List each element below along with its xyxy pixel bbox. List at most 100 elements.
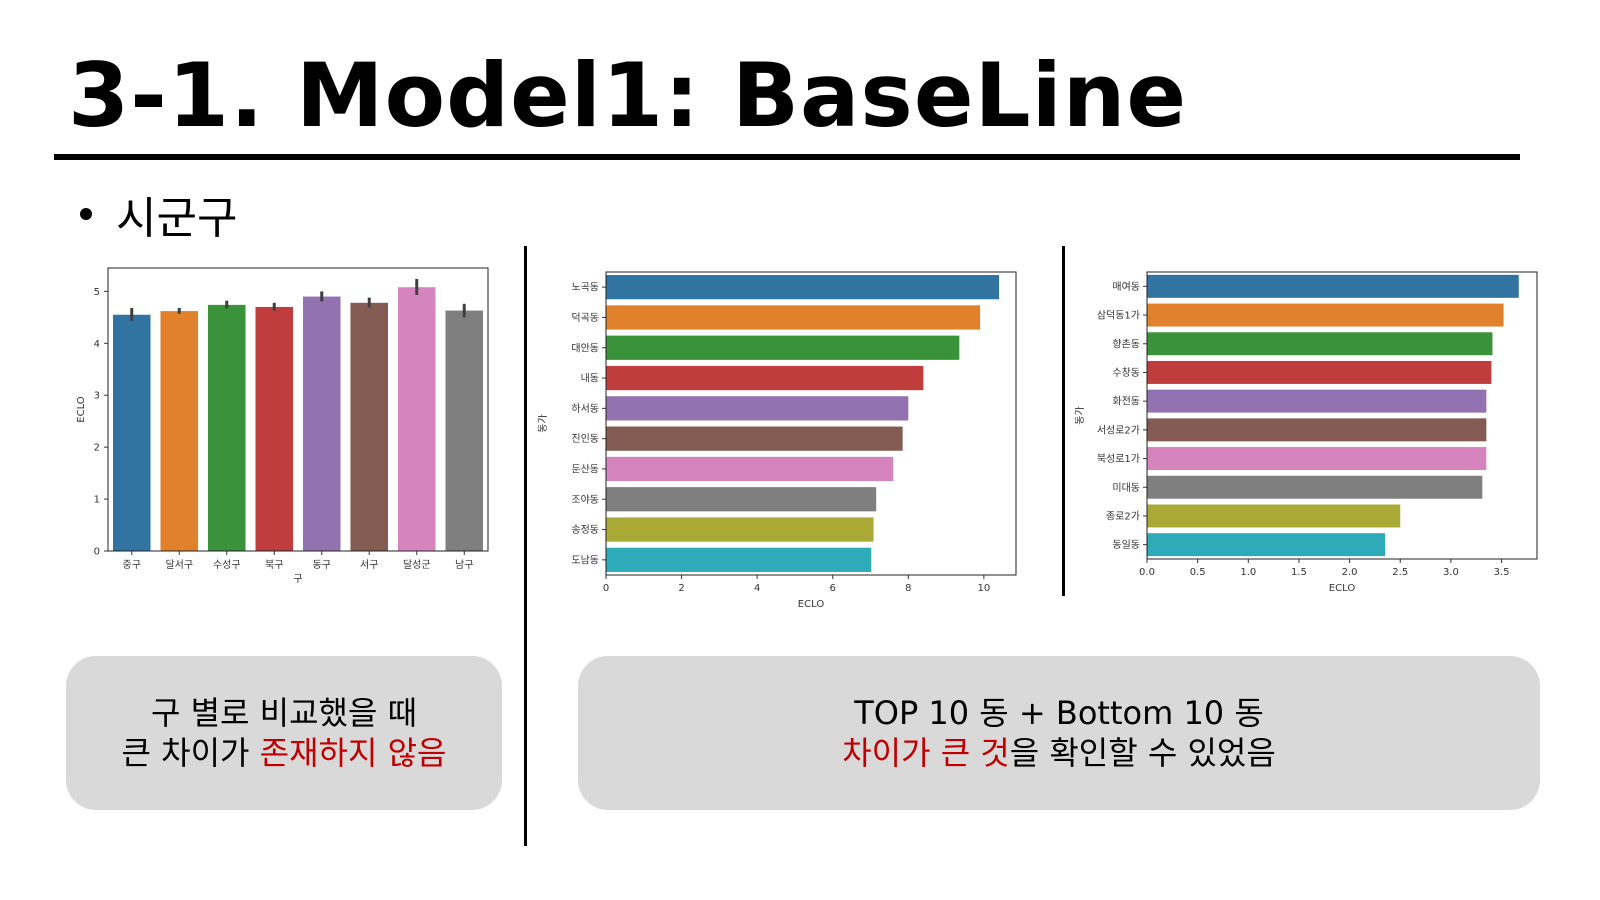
- y-tick-label-송정동: 송정동: [571, 524, 599, 536]
- bar-삼덕동1가: [1147, 303, 1504, 327]
- y-tick-label-덕곡동: 덕곡동: [571, 312, 599, 324]
- y-tick-label-향촌동: 향촌동: [1112, 338, 1140, 350]
- y-tick-label: 1: [94, 495, 100, 506]
- bar-수창동: [1147, 360, 1492, 384]
- x-tick-label-달서구: 달서구: [165, 559, 193, 571]
- x-tick-label: 2.0: [1342, 567, 1358, 578]
- y-tick-label-도남동: 도남동: [571, 554, 599, 566]
- bar-매여동: [1147, 274, 1519, 298]
- bar-서구: [350, 302, 389, 551]
- bar-진인동: [606, 426, 903, 451]
- y-tick-label-서성로2가: 서성로2가: [1097, 424, 1140, 436]
- y-tick-label: 4: [94, 339, 100, 350]
- bullet-item: 시군구: [80, 182, 237, 246]
- y-tick-label-종로2가: 종로2가: [1106, 510, 1140, 522]
- y-axis-label: ECLO: [76, 396, 87, 423]
- column-divider-1: [524, 246, 527, 846]
- bar-둔산동: [606, 456, 894, 482]
- x-tick-label-서구: 서구: [360, 559, 378, 571]
- bottom10-dong-chart: 매여동 삼덕동1가 향촌동 수창동 화전동 서성로2가 북성로1가 미대동 종로2가 동일동 0.0…: [1075, 260, 1555, 600]
- right-summary-box: TOP 10 동 + Bottom 10 동 차이가 큰 것을 확인할 수 있었…: [578, 656, 1540, 810]
- y-axis-label: 동가: [538, 414, 549, 432]
- x-tick-label-수성구: 수성구: [213, 559, 241, 571]
- bar-중구: [112, 314, 151, 551]
- bar-달성군: [397, 287, 436, 551]
- bar-달서구: [160, 311, 199, 551]
- right-summary-highlight: 차이가 큰 것: [842, 734, 1010, 772]
- x-tick-label-북구: 북구: [265, 559, 283, 571]
- y-tick-label-수창동: 수창동: [1112, 367, 1140, 379]
- y-tick-label: 5: [94, 287, 100, 298]
- right-summary-line2: 차이가 큰 것을 확인할 수 있었음: [842, 733, 1276, 773]
- bar-화전동: [1147, 389, 1487, 413]
- x-tick-label-동구: 동구: [313, 559, 331, 571]
- left-summary-plain: 큰 차이가: [121, 734, 260, 772]
- y-tick-label-내동: 내동: [581, 373, 599, 385]
- x-axis-label: ECLO: [1329, 583, 1356, 594]
- top10-dong-chart: 노곡동 덕곡동 대안동 내동 하서동 진인동 둔산동 조야동 송정동 도남동 0 2 4 6 8 10 ECLO…: [538, 260, 1038, 620]
- y-tick-label-북성로1가: 북성로1가: [1097, 453, 1140, 465]
- bar-수성구: [207, 304, 246, 551]
- x-axis-label: ECLO: [798, 599, 825, 610]
- right-summary-line1: TOP 10 동 + Bottom 10 동: [854, 694, 1264, 732]
- x-tick-label: 0.0: [1139, 567, 1155, 578]
- x-tick-label: 3.0: [1443, 567, 1459, 578]
- x-tick-label: 6: [830, 583, 836, 594]
- right-summary-plain: 을 확인할 수 있었음: [1009, 734, 1276, 772]
- plot-frame: [605, 271, 1017, 576]
- x-axis-label: 구: [293, 574, 302, 585]
- bar-남구: [445, 310, 484, 551]
- y-tick-label-하서동: 하서동: [571, 402, 599, 415]
- y-tick-label: 0: [94, 547, 100, 558]
- district-bar-chart: 중구 달서구 수성구 북구 동구 서구 달성군 남구 0 1 2 3 4 5 구 ECLO: [60, 260, 510, 605]
- district-bar-chart-svg: 중구 달서구 수성구 북구 동구 서구 달성군 남구 0 1 2 3 4 5 구 ECLO: [76, 267, 489, 585]
- x-tick-label: 4: [754, 583, 760, 594]
- plot-frame: [1146, 271, 1538, 560]
- bar-하서동: [606, 396, 909, 421]
- x-tick-label-달성군: 달성군: [403, 559, 431, 571]
- x-tick-label: 10: [978, 583, 991, 594]
- y-tick-label-진인동: 진인동: [571, 433, 599, 445]
- bullet-text: 시군구: [116, 193, 238, 244]
- y-tick-label-동일동: 동일동: [1112, 539, 1140, 551]
- x-tick-label: 8: [905, 583, 911, 594]
- y-tick-label-삼덕동1가: 삼덕동1가: [1097, 310, 1140, 322]
- x-tick-label-중구: 중구: [123, 559, 141, 571]
- left-summary-line2: 큰 차이가 존재하지 않음: [122, 733, 447, 773]
- x-tick-label: 3.5: [1494, 567, 1510, 578]
- bar-북구: [255, 306, 294, 551]
- bar-동일동: [1147, 533, 1386, 557]
- plot-frame: [107, 267, 489, 552]
- y-tick-label-조야동: 조야동: [571, 494, 599, 506]
- bar-북성로1가: [1147, 447, 1487, 471]
- x-tick-label: 0.5: [1190, 567, 1206, 578]
- bar-서성로2가: [1147, 418, 1487, 442]
- x-tick-label-남구: 남구: [455, 559, 473, 571]
- left-summary-box: 구 별로 비교했을 때 큰 차이가 존재하지 않음: [66, 656, 502, 810]
- y-axis-label: 동가: [1075, 406, 1086, 424]
- bar-종로2가: [1147, 504, 1401, 528]
- left-summary-highlight: 존재하지 않음: [259, 734, 447, 772]
- left-summary-line1: 구 별로 비교했을 때: [150, 694, 418, 732]
- x-tick-label: 0: [603, 583, 609, 594]
- y-tick-label: 2: [94, 443, 100, 454]
- bar-미대동: [1147, 475, 1483, 499]
- title-divider: [54, 154, 1520, 160]
- x-tick-label: 1.0: [1240, 567, 1256, 578]
- bar-내동: [606, 365, 924, 391]
- bar-송정동: [606, 517, 874, 542]
- bar-대안동: [606, 335, 960, 360]
- y-tick-label-둔산동: 둔산동: [571, 463, 599, 475]
- bar-노곡동: [606, 275, 999, 300]
- x-tick-label: 1.5: [1291, 567, 1307, 578]
- bullet-dot-icon: [80, 208, 92, 220]
- y-tick-label-화전동: 화전동: [1112, 396, 1140, 408]
- bar-덕곡동: [606, 305, 981, 330]
- y-tick-label-노곡동: 노곡동: [571, 282, 599, 294]
- x-tick-label: 2: [678, 583, 684, 594]
- bar-향촌동: [1147, 332, 1493, 356]
- column-divider-2: [1062, 246, 1065, 596]
- y-tick-label-매여동: 매여동: [1112, 281, 1140, 293]
- bar-동구: [302, 296, 341, 551]
